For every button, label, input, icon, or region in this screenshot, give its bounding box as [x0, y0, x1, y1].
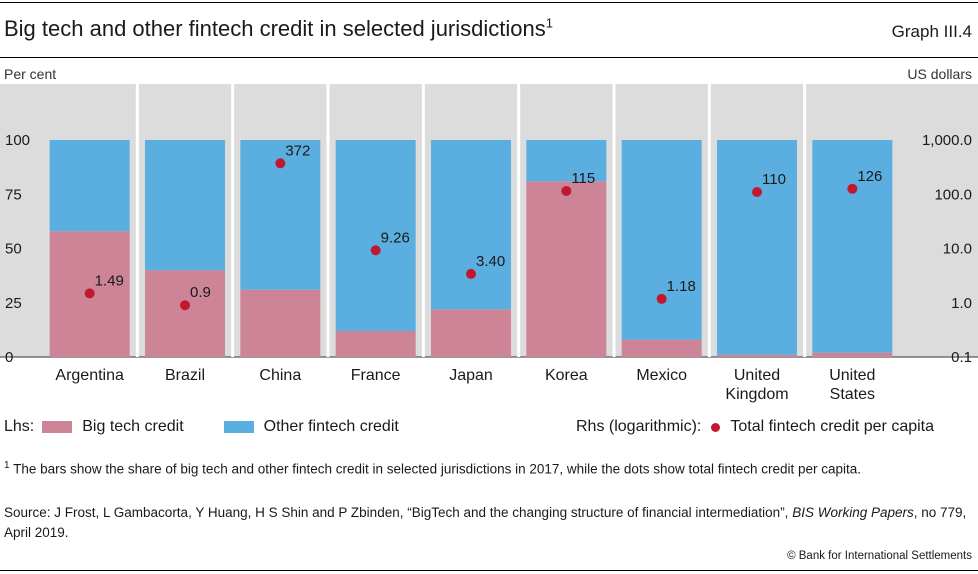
x-tick-label: Korea — [545, 367, 588, 384]
other-fintech-swatch-icon — [223, 421, 254, 433]
category-divider — [803, 84, 807, 357]
legend-big-tech-label: Big tech credit — [82, 418, 184, 435]
bar-other-fintech-0 — [49, 140, 130, 232]
footnote-marker: 1 — [4, 460, 10, 471]
bar-big-tech-7 — [717, 354, 797, 357]
x-tick-label: United — [734, 367, 780, 384]
category-divider — [517, 84, 521, 357]
bar-big-tech-2 — [240, 289, 321, 357]
footnote-text: The bars show the share of big tech and … — [13, 461, 862, 477]
x-tick-label: Kingdom — [725, 386, 788, 403]
copyright: © Bank for International Settlements — [787, 550, 972, 562]
title-footnote-marker: 1 — [545, 15, 553, 31]
x-tick-label: United — [829, 367, 875, 384]
title-rule — [0, 57, 978, 58]
dot-total-3 — [370, 245, 381, 256]
bar-big-tech-3 — [335, 330, 416, 357]
category-divider — [231, 84, 235, 357]
left-axis-unit: Per cent — [4, 66, 57, 82]
x-tick-label: States — [830, 386, 875, 403]
footnote: 1 The bars show the share of big tech an… — [4, 456, 974, 479]
source-journal: BIS Working Papers — [792, 505, 914, 520]
dot-total-4 — [466, 268, 476, 279]
y-left-tick-label: 50 — [5, 241, 22, 258]
x-tick-label: Argentina — [55, 367, 124, 384]
category-divider — [421, 84, 425, 357]
bar-big-tech-5 — [526, 181, 607, 357]
bar-other-fintech-4 — [431, 140, 511, 310]
dot-label-4: 3.40 — [476, 253, 505, 270]
source-note: Source: J Frost, L Gambacorta, Y Huang, … — [4, 503, 974, 543]
legend-lhs-label: Lhs: — [4, 418, 35, 435]
y-left-tick-label: 100 — [5, 132, 30, 149]
bar-big-tech-1 — [145, 270, 225, 357]
bar-other-fintech-6 — [621, 140, 702, 340]
dot-label-8: 126 — [857, 168, 882, 185]
bar-other-fintech-8 — [812, 140, 893, 353]
dot-label-1: 0.9 — [190, 284, 211, 301]
chart-title: Big tech and other fintech credit in sel… — [4, 16, 553, 42]
legend-rhs-label: Rhs (logarithmic): — [576, 418, 702, 435]
bar-other-fintech-1 — [145, 140, 225, 271]
bar-big-tech-8 — [812, 352, 893, 357]
dot-label-5: 115 — [571, 170, 595, 187]
dot-label-6: 1.18 — [667, 278, 696, 295]
legend-total-label: Total fintech credit per capita — [730, 418, 935, 435]
graph-number: Graph III.4 — [891, 22, 972, 41]
bar-other-fintech-7 — [717, 140, 797, 355]
big-tech-swatch-icon — [42, 421, 73, 433]
dot-total-7 — [752, 187, 762, 198]
y-right-tick-label: 100.0 — [934, 186, 972, 203]
y-right-tick-label: 1,000.0 — [922, 132, 972, 149]
right-axis-unit: US dollars — [907, 66, 972, 82]
legend-rhs: Rhs (logarithmic): Total fintech credit … — [576, 418, 934, 436]
stacked-bar-chart: 1.49 Argentina 0.9 Brazil 372 China 9.26 France… — [0, 84, 978, 403]
bar-big-tech-6 — [621, 339, 702, 357]
legend-other-fintech-label: Other fintech credit — [263, 418, 399, 435]
y-left-tick-label: 75 — [5, 186, 22, 203]
total-dot-icon — [711, 422, 721, 432]
category-divider — [326, 84, 330, 357]
x-tick-label: China — [259, 367, 301, 384]
source-suffix: , no 779, April 2019. — [4, 505, 967, 540]
dot-total-8 — [847, 183, 858, 194]
y-right-tick-label: 1.0 — [951, 295, 972, 312]
y-left-tick-label: 0 — [5, 349, 13, 366]
legend-lhs: Lhs: Big tech credit Other fintech credi… — [4, 418, 399, 436]
dot-total-0 — [84, 288, 95, 299]
y-right-tick-label: 0.1 — [951, 349, 972, 366]
dot-total-5 — [561, 185, 572, 196]
bar-other-fintech-5 — [526, 140, 607, 182]
source-prefix: Source: J Frost, L Gambacorta, Y Huang, … — [4, 505, 793, 520]
bar-other-fintech-3 — [335, 140, 416, 331]
chart-title-text: Big tech and other fintech credit in sel… — [4, 16, 546, 41]
x-tick-label: France — [351, 367, 401, 384]
dot-total-1 — [180, 300, 190, 311]
y-left-tick-label: 25 — [5, 295, 22, 312]
category-divider — [135, 84, 139, 357]
dot-label-3: 9.26 — [381, 229, 410, 246]
bar-big-tech-4 — [431, 309, 511, 357]
dot-label-7: 110 — [762, 171, 786, 188]
dot-total-6 — [656, 293, 667, 304]
category-divider — [707, 84, 711, 357]
dot-label-2: 372 — [285, 142, 310, 159]
x-tick-label: Japan — [449, 367, 493, 384]
x-tick-label: Brazil — [165, 367, 205, 384]
dot-label-0: 1.49 — [95, 272, 124, 289]
category-divider — [612, 84, 616, 357]
dot-total-2 — [275, 158, 286, 169]
top-rule — [0, 2, 978, 3]
bottom-rule — [0, 570, 978, 571]
y-right-tick-label: 10.0 — [943, 241, 972, 258]
x-tick-label: Mexico — [636, 367, 687, 384]
